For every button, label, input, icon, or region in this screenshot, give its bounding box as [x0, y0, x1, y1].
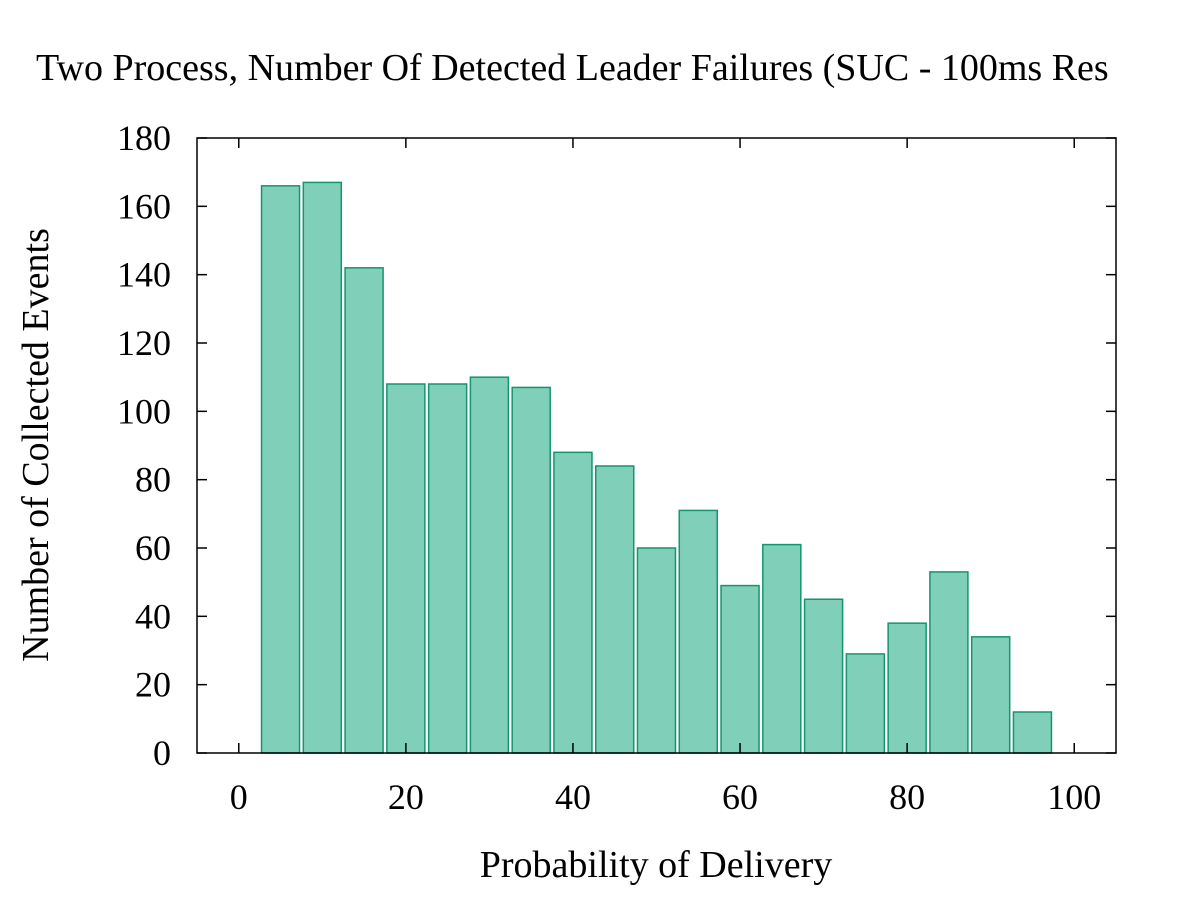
histogram-bar — [803, 598, 844, 754]
y-tick-label: 80 — [135, 460, 171, 500]
y-tick-label: 180 — [117, 118, 171, 158]
histogram-bar — [344, 267, 384, 754]
y-tick-label: 40 — [135, 596, 171, 636]
histogram-bar — [636, 547, 677, 754]
x-tick-label: 60 — [722, 777, 758, 817]
y-tick-label: 60 — [135, 528, 171, 568]
histogram-bar — [386, 383, 426, 754]
y-tick-label: 140 — [117, 255, 171, 295]
x-tick-label: 0 — [230, 777, 248, 817]
y-axis-label: Number of Collected Events — [15, 228, 57, 662]
histogram-bar — [469, 376, 510, 754]
histogram-bar — [1012, 711, 1053, 754]
histogram-bar — [970, 636, 1011, 754]
histogram-bar — [887, 622, 927, 754]
histogram-bar — [720, 584, 760, 754]
axis-tick-labels: 0 20 40 60 80 100 0 20 40 60 80 100 120 140 160 180 — [117, 118, 1101, 817]
y-tick-label: 100 — [117, 391, 171, 431]
plot-area-frame — [196, 137, 1117, 754]
y-tick-label: 0 — [153, 733, 171, 773]
chart-title: Two Process, Number Of Detected Leader F… — [36, 47, 1109, 89]
histogram-bar — [678, 509, 719, 754]
histogram-bar — [427, 383, 468, 754]
histogram-bar — [511, 386, 551, 754]
histogram-bar — [260, 185, 301, 754]
x-tick-label: 40 — [555, 777, 591, 817]
histogram-bar — [929, 571, 969, 754]
histogram-bar — [845, 653, 886, 754]
y-tick-label: 20 — [135, 665, 171, 705]
bars-group — [260, 181, 1053, 754]
axis-ticks — [197, 137, 1116, 754]
x-axis-label: Probability of Delivery — [480, 844, 832, 886]
histogram-bar — [553, 451, 593, 754]
x-tick-label: 100 — [1047, 777, 1101, 817]
x-tick-label: 20 — [388, 777, 424, 817]
histogram-bar — [594, 465, 635, 754]
histogram-bar — [762, 543, 802, 754]
y-tick-label: 160 — [117, 186, 171, 226]
histogram-bar — [302, 181, 343, 754]
x-tick-label: 80 — [889, 777, 925, 817]
y-tick-label: 120 — [117, 323, 171, 363]
